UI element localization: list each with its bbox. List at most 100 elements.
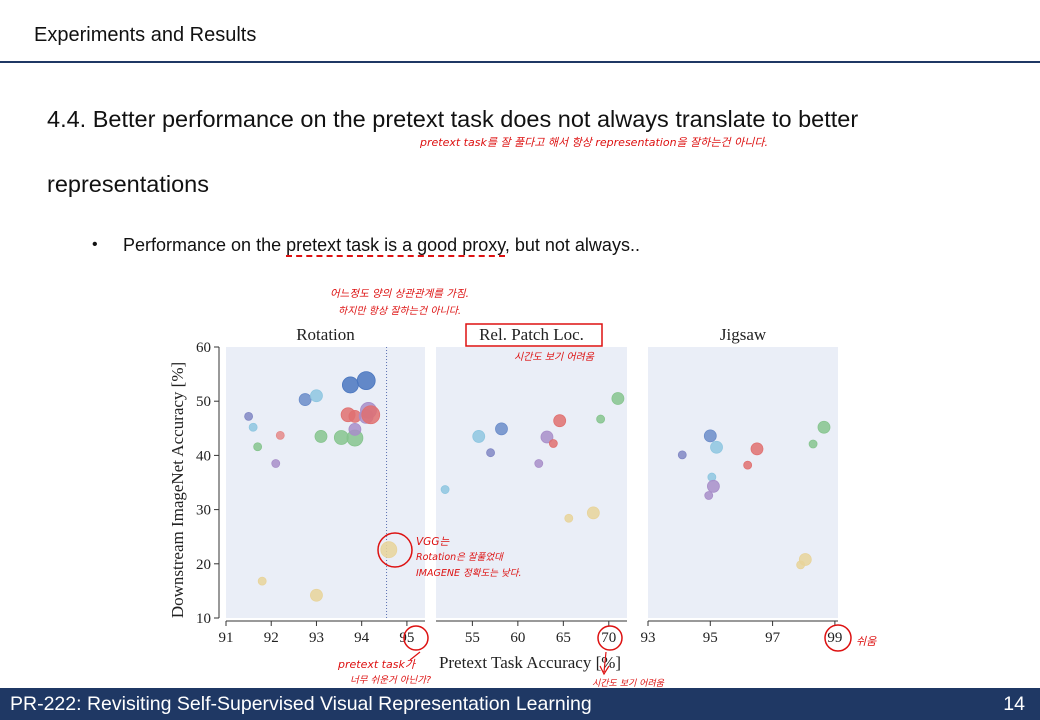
data-point [611, 392, 625, 405]
page-number: 14 [1003, 693, 1025, 715]
scatter-chart: Downstream ImageNet Accuracy [%] Pretext… [168, 323, 852, 676]
footer-bar: PR-222: Revisiting Self-Supervised Visua… [0, 688, 1040, 720]
slide-title-line2: representations [47, 171, 209, 197]
header-divider [0, 61, 1040, 63]
jigsaw-axis-annotation: 쉬움 [856, 635, 877, 648]
y-tick-label: 60 [196, 340, 211, 356]
y-axis: 10 20 30 40 50 60 [196, 340, 220, 627]
panel-title: Rel. Patch Loc. [479, 325, 584, 344]
data-point [472, 430, 486, 443]
x-tick-label: 65 [556, 630, 571, 646]
y-axis-label-group: Downstream ImageNet Accuracy [%] [168, 362, 187, 618]
x-tick-label: 55 [465, 630, 480, 646]
data-point [244, 411, 254, 421]
data-point [341, 376, 359, 394]
bullet-pre: Performance on the [123, 235, 287, 255]
y-tick-label: 50 [196, 394, 211, 410]
data-point [486, 448, 495, 458]
x-tick-label: 70 [601, 630, 616, 646]
panel-2: Rel. Patch Loc. 55 60 65 70 [436, 325, 627, 646]
rotation-axis-annotation-1: pretext task가 [338, 658, 415, 671]
footer-title: PR-222: Revisiting Self-Supervised Visua… [10, 693, 592, 715]
data-point [710, 440, 723, 454]
data-point [750, 442, 764, 456]
x-axis-label: Pretext Task Accuracy [%] [439, 653, 621, 672]
x-tick-label: 91 [219, 630, 234, 646]
data-point [564, 513, 574, 523]
bullet-post: , but not always.. [504, 235, 640, 255]
title-annotation: pretext task를 잘 풀다고 해서 항상 representation… [420, 136, 768, 149]
data-point [707, 479, 720, 493]
x-tick-label: 94 [354, 630, 370, 646]
data-point [348, 422, 362, 436]
y-tick-label: 30 [196, 503, 211, 519]
data-point [361, 405, 381, 425]
proxy-annotation-2: 하지만 항상 잘하는건 아니다. [338, 306, 462, 317]
x-tick-label: 92 [264, 630, 279, 646]
x-tick-label: 95 [703, 630, 718, 646]
x-tick-label: 97 [765, 630, 781, 646]
data-point [495, 422, 508, 436]
data-point [677, 450, 687, 460]
rotation-95-circle [403, 625, 429, 651]
data-point [275, 430, 285, 440]
data-point [743, 460, 753, 470]
patch-axis-annotation: 시간도 보기 어려움 [592, 679, 664, 689]
y-tick-label: 40 [196, 448, 211, 464]
y-axis-label: Downstream ImageNet Accuracy [%] [168, 362, 187, 618]
data-point [257, 576, 267, 586]
data-point [314, 430, 328, 443]
data-point [704, 491, 714, 500]
y-tick-label: 20 [196, 557, 211, 573]
patch-title-box [465, 323, 603, 347]
x-tick-label: 93 [641, 630, 656, 646]
bullet-marker: • [92, 236, 98, 253]
data-point [817, 420, 831, 434]
vgg-annotation-2: Rotation은 잘풀었대 [416, 552, 503, 563]
data-point [596, 414, 606, 424]
slide-title-line1: 4.4. Better performance on the pretext t… [47, 106, 859, 132]
vgg-circle [377, 532, 413, 568]
data-point [310, 389, 323, 403]
data-point [548, 439, 558, 448]
chart-panels: Rotation 91 92 93 94 95 Rel. Patch Loc. 55 60 65 7… [196, 325, 842, 646]
jigsaw-99-circle [824, 624, 852, 652]
patch-annotation: 시간도 보기 어려움 [514, 352, 594, 363]
rotation-axis-annotation-2: 너무 쉬운거 아닌가? [350, 675, 432, 686]
patch-70-circle [597, 625, 623, 651]
patch-arrow [599, 651, 610, 676]
data-point [248, 422, 258, 432]
panel-3: Jigsaw 93 95 97 99 [641, 325, 843, 646]
proxy-annotation-1: 어느정도 양의 상관관계를 가짐. [330, 288, 469, 300]
data-point [356, 371, 376, 391]
data-point [798, 553, 812, 566]
panel-background [226, 347, 425, 618]
vgg-annotation-3: IMAGENE 정확도는 낮다. [416, 568, 522, 579]
section-header: Experiments and Results [34, 24, 257, 46]
data-point [808, 439, 818, 449]
data-point [540, 430, 554, 444]
data-point [298, 393, 312, 406]
data-point [333, 430, 349, 445]
panel-title: Jigsaw [720, 325, 767, 344]
bullet-highlight: pretext task is a good proxy [286, 235, 505, 257]
data-point [534, 459, 544, 468]
data-point [253, 442, 263, 452]
data-point [707, 472, 717, 482]
x-tick-label: 99 [827, 630, 842, 646]
data-point [380, 541, 398, 559]
panel-background [648, 347, 838, 618]
data-point [310, 588, 323, 602]
x-tick-label: 60 [510, 630, 525, 646]
data-point [440, 485, 450, 494]
bullet-text: Performance on the pretext task is a goo… [123, 235, 640, 257]
x-tick-label: 95 [399, 630, 414, 646]
y-tick-label: 10 [196, 611, 211, 627]
data-point [271, 459, 281, 468]
panel-background [436, 347, 627, 618]
data-point [553, 414, 567, 428]
panel-1: Rotation 91 92 93 94 95 [219, 325, 425, 646]
data-point [586, 506, 600, 520]
x-tick-label: 93 [309, 630, 324, 646]
panel-title: Rotation [296, 325, 355, 344]
